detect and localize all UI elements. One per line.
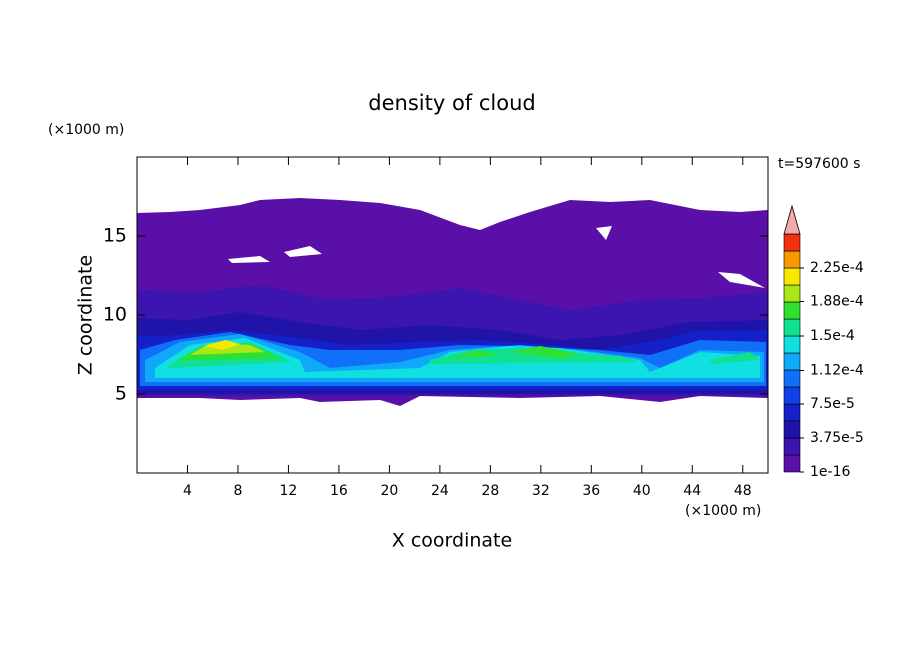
colorbar-bin xyxy=(783,403,801,422)
y-unit: (×1000 m) xyxy=(48,122,124,138)
x-axis-label: X coordinate xyxy=(392,530,512,552)
colorbar-bin xyxy=(783,386,801,405)
colorbar-bin xyxy=(783,352,801,371)
contour-field xyxy=(137,198,768,406)
colorbar-bin xyxy=(783,250,801,269)
x-tick-label: 16 xyxy=(330,483,348,499)
x-tick-label: 28 xyxy=(481,483,499,499)
colorbar-tick-label: 2.25e-4 xyxy=(810,260,864,276)
colorbar-bin xyxy=(783,420,801,439)
colorbar-bin xyxy=(783,267,801,286)
y-tick-label: 5 xyxy=(115,383,127,405)
y-axis-label: Z coordinate xyxy=(75,255,97,375)
colorbar-extend xyxy=(783,204,801,235)
x-tick-label: 12 xyxy=(280,483,298,499)
x-unit: (×1000 m) xyxy=(685,503,761,519)
x-tick-label: 36 xyxy=(582,483,600,499)
x-tick-label: 24 xyxy=(431,483,449,499)
x-tick-label: 40 xyxy=(633,483,651,499)
x-tick-label: 4 xyxy=(183,483,192,499)
colorbar-bin xyxy=(783,233,801,252)
y-tick-label: 10 xyxy=(103,304,127,326)
x-tick-label: 8 xyxy=(233,483,242,499)
x-tick-label: 44 xyxy=(683,483,701,499)
time-label: t=597600 s xyxy=(778,156,860,172)
colorbar-bin xyxy=(783,369,801,388)
colorbar-tick-label: 1.12e-4 xyxy=(810,362,864,378)
colorbar-bin xyxy=(783,454,801,473)
y-tick-label: 15 xyxy=(103,225,127,247)
chart-title: density of cloud xyxy=(368,91,535,115)
colorbar-bin xyxy=(783,318,801,337)
colorbar-bin xyxy=(783,437,801,456)
colorbar-tick-label: 1.5e-4 xyxy=(810,328,855,344)
colorbar-tick-label: 1e-16 xyxy=(810,464,850,480)
colorbar-tick-label: 3.75e-5 xyxy=(810,430,864,446)
colorbar-tick-label: 1.88e-4 xyxy=(810,294,864,310)
colorbar-bin xyxy=(783,284,801,303)
colorbar-tick-label: 7.5e-5 xyxy=(810,396,855,412)
x-tick-label: 20 xyxy=(380,483,398,499)
x-tick-label: 32 xyxy=(532,483,550,499)
colorbar-bin xyxy=(783,301,801,320)
colorbar-bin xyxy=(783,335,801,354)
x-tick-label: 48 xyxy=(734,483,752,499)
